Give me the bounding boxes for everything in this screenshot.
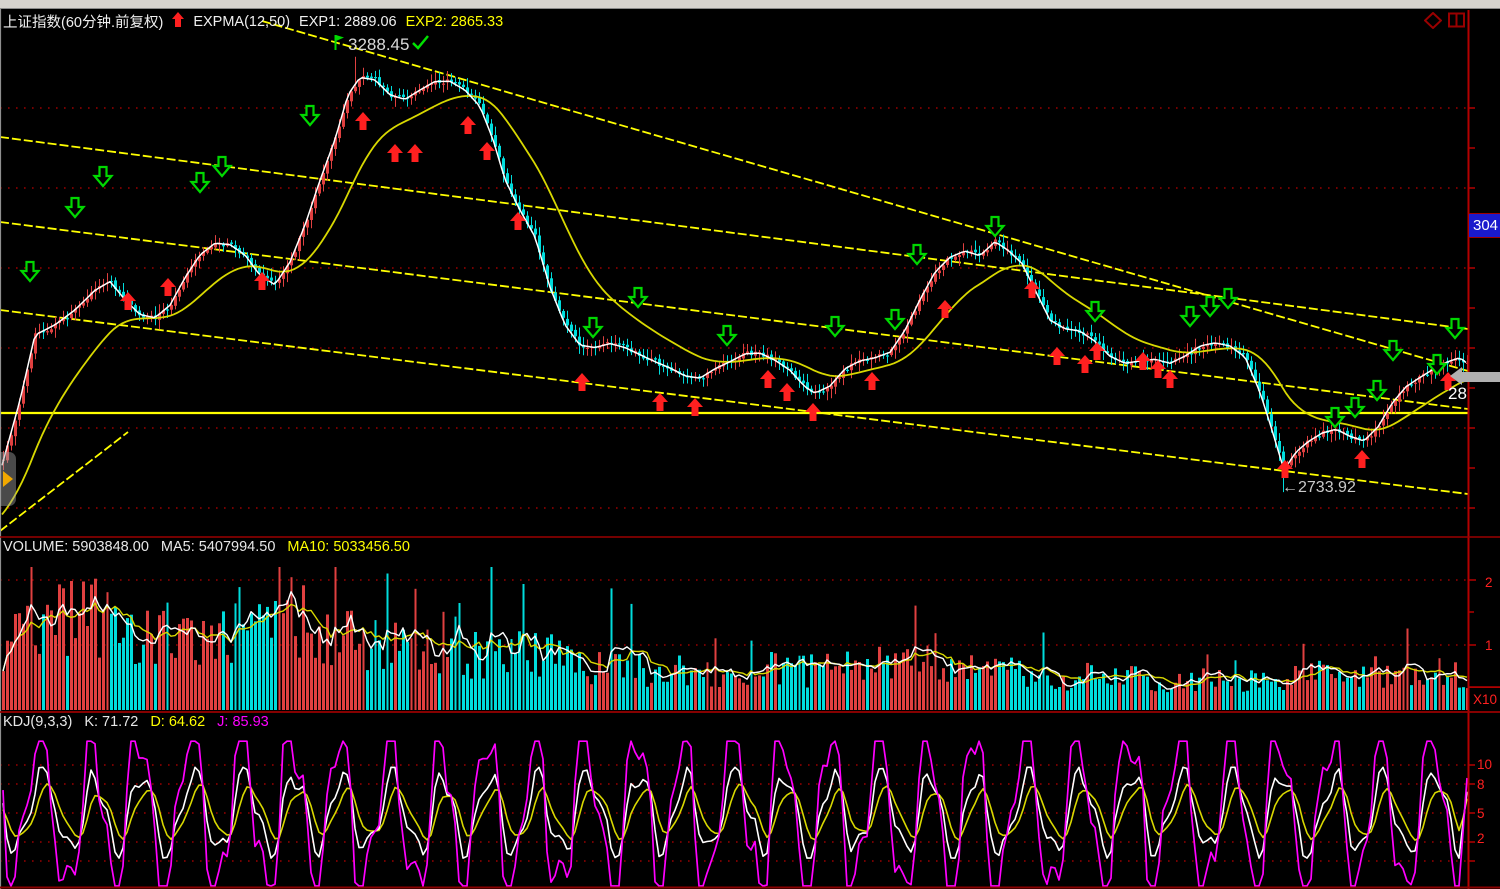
low-annotation: ←2733.92 — [1282, 479, 1356, 496]
last-price-label: 28 — [1448, 384, 1467, 403]
kdj-indicator-label: KDJ(9,3,3) — [3, 714, 73, 730]
split-window-icon[interactable] — [1448, 12, 1465, 34]
diamond-icon[interactable] — [1423, 11, 1443, 34]
volume-ma5-label: MA5: 5407994.50 — [160, 539, 276, 555]
price-axis-blue-tag: 304 — [1469, 213, 1500, 238]
symbol-title: 上证指数(60分钟.前复权) — [3, 15, 164, 31]
kdj-header: KDJ(9,3,3) K: 71.72 D: 64.62 J: 85.93 — [3, 714, 269, 730]
kdj-d-label: D: 64.62 — [150, 714, 206, 730]
kdj-k-label: K: 71.72 — [84, 714, 139, 730]
volume-value-label: VOLUME: 5903848.00 — [3, 539, 149, 555]
kdj-scale-80: 8 — [1477, 777, 1485, 792]
volume-unit-label: X10 — [1469, 687, 1500, 712]
exp1-value: EXP1: 2889.06 — [299, 13, 397, 30]
exp2-value: EXP2: 2865.33 — [405, 13, 504, 30]
volume-pane[interactable] — [0, 537, 1500, 712]
expand-arrow-icon — [3, 471, 13, 487]
main-chart-pane[interactable] — [0, 10, 1500, 537]
kdj-scale-20: 2 — [1477, 831, 1485, 846]
kdj-j-label: J: 85.93 — [217, 714, 269, 730]
peak-annotation: 3288.45 — [334, 34, 430, 56]
volume-scale-label-2: 2 — [1485, 575, 1493, 590]
window-top-strip — [0, 0, 1500, 9]
kdj-pane[interactable] — [0, 712, 1500, 889]
indicator-label: EXPMA(12,50) — [193, 13, 291, 30]
volume-ma10-label: MA10: 5033456.50 — [287, 539, 410, 555]
volume-header: VOLUME: 5903848.00 MA5: 5407994.50 MA10:… — [3, 539, 410, 555]
volume-scale-label-1: 1 — [1485, 638, 1493, 653]
left-expand-handle[interactable] — [0, 452, 16, 506]
kdj-scale-100: 10 — [1477, 757, 1493, 772]
peak-price-label: 3288.45 — [348, 35, 410, 54]
check-icon — [412, 35, 430, 55]
expma-signal-arrow-icon — [172, 11, 185, 32]
main-chart-header: 上证指数(60分钟.前复权) EXPMA(12,50) EXP1: 2889.0… — [3, 11, 503, 32]
kdj-scale-50: 5 — [1477, 806, 1485, 821]
flag-icon — [334, 34, 345, 56]
